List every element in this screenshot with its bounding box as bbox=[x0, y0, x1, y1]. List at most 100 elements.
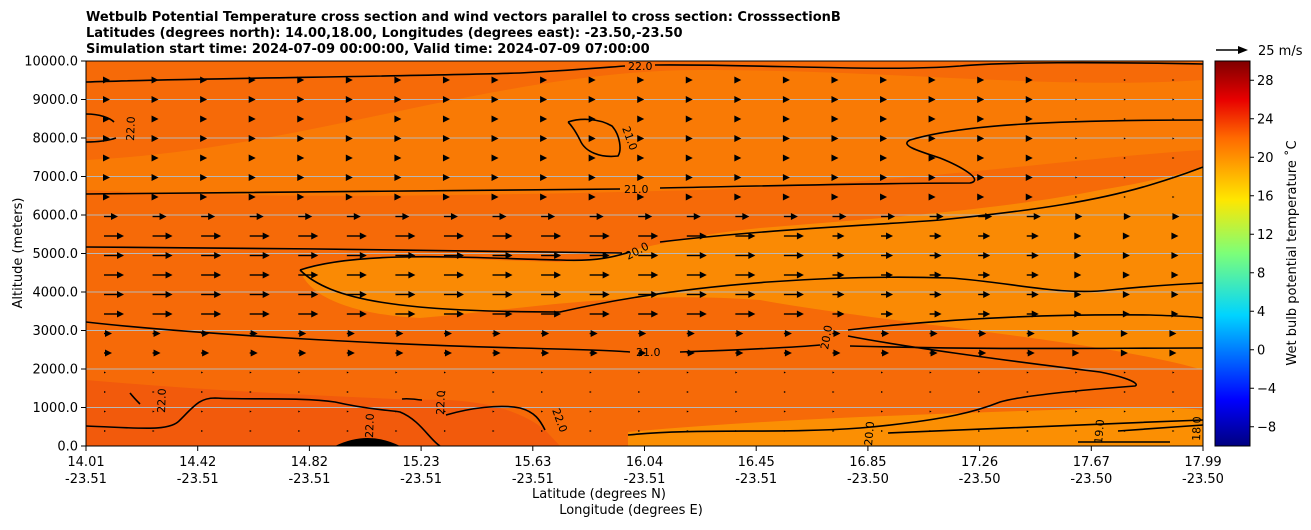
wind-vector bbox=[491, 96, 499, 103]
wind-vector bbox=[1075, 137, 1078, 140]
wind-vector bbox=[1075, 157, 1078, 159]
quiver-key-label: 25 m/s bbox=[1258, 44, 1303, 59]
field-band-low-right bbox=[628, 407, 1203, 446]
wind-vector bbox=[249, 330, 258, 337]
wind-vector bbox=[541, 430, 544, 432]
wind-vector bbox=[832, 291, 845, 298]
wind-vector bbox=[831, 193, 839, 201]
wind-vector bbox=[394, 76, 402, 84]
wind-vector bbox=[1172, 157, 1175, 159]
wind-vector bbox=[881, 430, 884, 432]
wind-vector bbox=[492, 252, 513, 259]
wind-vector bbox=[395, 291, 416, 298]
wind-vector bbox=[492, 213, 507, 220]
wind-vector bbox=[443, 391, 446, 393]
wind-vector bbox=[1026, 330, 1035, 337]
wind-vector bbox=[685, 115, 693, 123]
x-tick-label-lon: -23.51 bbox=[65, 472, 107, 487]
wind-vector bbox=[588, 76, 596, 84]
wind-vector bbox=[152, 271, 173, 279]
wind-vector bbox=[928, 154, 936, 162]
wind-vector bbox=[881, 252, 894, 259]
wind-vector bbox=[151, 135, 159, 142]
wind-vector bbox=[1172, 196, 1175, 198]
wind-vector bbox=[152, 391, 155, 393]
wind-vector bbox=[831, 76, 839, 84]
wind-vector bbox=[832, 349, 841, 357]
wind-vector bbox=[1171, 310, 1179, 318]
wind-vector bbox=[782, 96, 790, 103]
colorbar-tick-label: −8 bbox=[1257, 420, 1276, 435]
wind-vector bbox=[249, 232, 270, 240]
wind-vector bbox=[1172, 430, 1175, 432]
wind-vector bbox=[880, 154, 888, 162]
wind-vector bbox=[589, 330, 598, 337]
wind-vector bbox=[1075, 79, 1078, 81]
wind-vector bbox=[685, 76, 693, 84]
wind-vector bbox=[928, 115, 936, 123]
wind-vector bbox=[200, 96, 208, 103]
wind-vector bbox=[589, 271, 610, 279]
wind-vector bbox=[1025, 96, 1033, 103]
wind-vector bbox=[1123, 410, 1126, 413]
y-axis: Altitude (meters) 0.0 1000.0 2000.0 3000.0 4… bbox=[11, 55, 86, 455]
wind-vector bbox=[103, 154, 110, 162]
terrain bbox=[335, 438, 400, 446]
wind-vector bbox=[880, 135, 888, 142]
wind-vector bbox=[152, 252, 173, 259]
wind-vector bbox=[443, 271, 464, 279]
wind-vector bbox=[345, 76, 353, 84]
wind-vector bbox=[443, 349, 452, 357]
wind-vector bbox=[298, 232, 319, 240]
y-tick-label: 4000.0 bbox=[33, 286, 79, 301]
wind-vector bbox=[201, 213, 216, 220]
wind-vector bbox=[1026, 391, 1029, 393]
colorbar-tick-label: 8 bbox=[1257, 266, 1265, 281]
wind-vector bbox=[297, 174, 305, 181]
wind-vector bbox=[1026, 310, 1039, 318]
wind-vector bbox=[1123, 213, 1131, 220]
y-tick-label: 5000.0 bbox=[33, 247, 79, 262]
wind-vector bbox=[831, 115, 839, 123]
wind-vector bbox=[638, 391, 641, 393]
wind-vector bbox=[977, 76, 985, 84]
wind-vector bbox=[443, 410, 446, 413]
contour-line-21-loop bbox=[567, 118, 621, 158]
wind-vector bbox=[1172, 213, 1180, 220]
wind-vector bbox=[1025, 154, 1033, 162]
wind-vector bbox=[298, 310, 319, 318]
wind-vector bbox=[977, 154, 985, 162]
wind-vector bbox=[783, 213, 798, 220]
wind-vector bbox=[783, 410, 786, 413]
quiver-key-arrowhead bbox=[1238, 46, 1248, 54]
wind-vector bbox=[443, 330, 452, 337]
contour-line-20-upper bbox=[659, 166, 1203, 243]
wind-vector bbox=[541, 349, 550, 357]
wind-vector bbox=[638, 271, 659, 279]
colorbar-label: Wet bulb potential temperature ˚C bbox=[1284, 140, 1300, 365]
wind-vector bbox=[589, 349, 598, 357]
x-tick-label-lat: 17.67 bbox=[1073, 455, 1110, 470]
wind-vector bbox=[589, 310, 610, 318]
wind-vector bbox=[346, 430, 349, 432]
wind-vector bbox=[1122, 291, 1130, 298]
wind-vector bbox=[735, 232, 756, 240]
wind-vector bbox=[783, 271, 804, 279]
wind-vector bbox=[735, 410, 738, 413]
wind-vector bbox=[104, 310, 124, 318]
wind-vector bbox=[491, 76, 499, 84]
wind-vector bbox=[1122, 232, 1130, 240]
wind-vector bbox=[1025, 193, 1033, 201]
wind-vector bbox=[782, 154, 790, 162]
wind-vector bbox=[977, 174, 985, 181]
wind-vector bbox=[686, 430, 689, 432]
wind-vector bbox=[151, 115, 159, 123]
wind-vector bbox=[929, 310, 942, 318]
wind-vector bbox=[832, 430, 835, 432]
wind-vector bbox=[735, 213, 750, 220]
wind-vector bbox=[346, 349, 355, 357]
wind-vector bbox=[1122, 252, 1130, 259]
wind-vector bbox=[589, 213, 604, 220]
wind-vector bbox=[929, 391, 932, 393]
